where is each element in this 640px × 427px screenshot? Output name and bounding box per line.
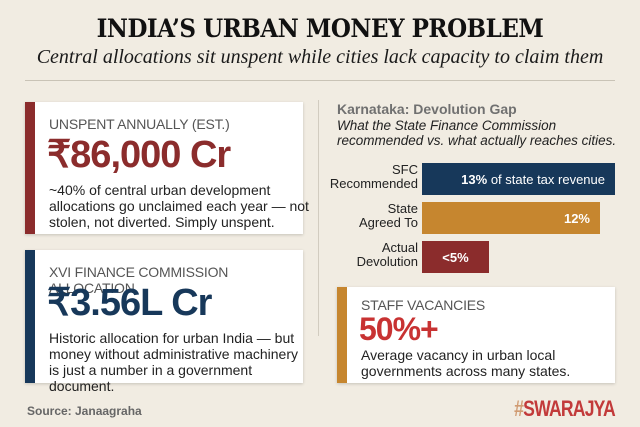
source-note: Source: Janaagraha [27,404,142,418]
chart-category-label: SFC Recommended [329,162,418,191]
chart-row-actual: Actual Devolution <5% [330,241,630,273]
section-divider [318,100,319,336]
card-description: ~40% of central urban development alloca… [49,182,309,230]
staff-vacancies-card: STAFF VACANCIES 50%+ Average vacancy in … [337,287,615,383]
chart-category-label: State Agreed To [358,201,418,230]
bar-value-label: 13% of state tax revenue [461,171,605,187]
bar-value-label: 12% [563,210,590,226]
card-accent-bar [25,102,35,234]
card-description: Average vacancy in urban local governmen… [361,347,571,379]
finance-commission-card: XVI FINANCE COMMISSION ALLOCATION ₹3.56L… [25,250,303,394]
chart-bar: 13% of state tax revenue [422,163,615,195]
page-subtitle: Central allocations sit unspent while ci… [36,46,604,68]
card-label: UNSPENT ANNUALLY (EST.) [49,116,230,132]
card-label: STAFF VACANCIES [361,297,486,313]
chart-bar: 12% [422,202,600,234]
header-divider [25,80,615,81]
card-value: 50%+ [359,311,439,347]
unspent-card: UNSPENT ANNUALLY (EST.) ₹86,000 Cr ~40% … [25,102,309,234]
card-label: XVI FINANCE COMMISSION ALLOCATION [49,264,229,296]
chart-bar: <5% [422,241,489,273]
card-value: ₹86,000 Cr [47,134,231,176]
page-title: INDIA’S URBAN MONEY PROBLEM [96,14,544,43]
chart-row-sfc: SFC Recommended 13% of state tax revenue [330,163,630,195]
chart-row-state: State Agreed To 12% [330,202,630,234]
brand-logo: #SWARAJYA [514,396,616,421]
chart-subtitle: What the State Finance Commission recomm… [337,118,617,148]
chart-category-label: Actual Devolution [356,240,418,269]
card-accent-bar [25,250,35,383]
card-description: Historic allocation for urban India — bu… [49,330,298,394]
card-accent-bar [337,287,347,383]
chart-title: Karnataka: Devolution Gap [337,101,517,117]
bar-value-label: <5% [442,249,469,265]
card-value: ₹3.56L Cr [47,282,212,324]
